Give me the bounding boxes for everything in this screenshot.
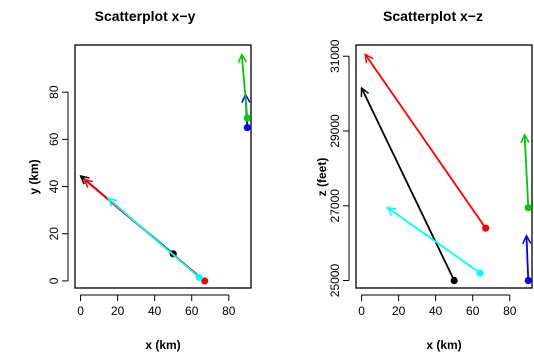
scatterplot-xz-panel: Scatterplot x−z x (km) z (feet) 0 20 40 60 8… [315,8,533,352]
y-axis-label-xy: y (km) [27,159,41,194]
x-tick-label: 80 [222,304,236,318]
y-tick-label: 60 [47,132,61,146]
y-tick-label: 0 [47,277,61,284]
x-tick-label: 60 [185,304,199,318]
data-point [243,114,251,122]
x-tick-label: 80 [503,304,517,318]
x-tick-label: 20 [111,304,125,318]
data-point [450,276,458,285]
x-tick-label: 40 [148,304,162,318]
y-tick-label: 80 [47,85,61,99]
x-tick-label: 60 [466,304,480,318]
y-tick-label: 25000 [328,264,342,298]
y-tick-label: 20 [47,227,61,241]
data-point [482,224,490,232]
y-axis-label-xz: z (feet) [315,158,329,197]
data-point [524,204,532,212]
y-tick-label: 31000 [328,39,342,73]
x-axis-label-xy: x (km) [145,338,180,352]
trajectory-arrow [387,208,481,274]
data-point [201,277,209,285]
scatterplot-xy-panel: Scatterplot x−y x (km) y (km) 0 20 40 60 80 … [27,8,252,352]
data-point [195,273,203,281]
x-tick-label: 0 [358,304,365,318]
y-tick-label: 40 [47,180,61,194]
chart-title-xz: Scatterplot x−z [383,8,483,24]
chart-title-xy: Scatterplot x−y [95,8,196,24]
plot-frame-xz [355,44,533,289]
x-tick-label: 20 [392,304,406,318]
y-tick-label: 29000 [328,114,342,148]
x-tick-label: 40 [429,304,443,318]
data-point [476,269,484,277]
data-point [243,123,251,132]
trajectory-arrow [525,135,529,208]
trajectory-arrow [362,88,456,281]
trajectory-arrow [242,54,249,119]
x-tick-label: 0 [77,304,84,318]
trajectory-arrow [108,198,200,279]
data-point [524,276,532,285]
trajectory-arrow [526,236,528,281]
y-tick-label: 27000 [328,189,342,223]
plot-frame-xy [74,44,252,289]
trajectory-arrow [365,54,487,229]
x-axis-label-xz: x (km) [426,338,461,352]
